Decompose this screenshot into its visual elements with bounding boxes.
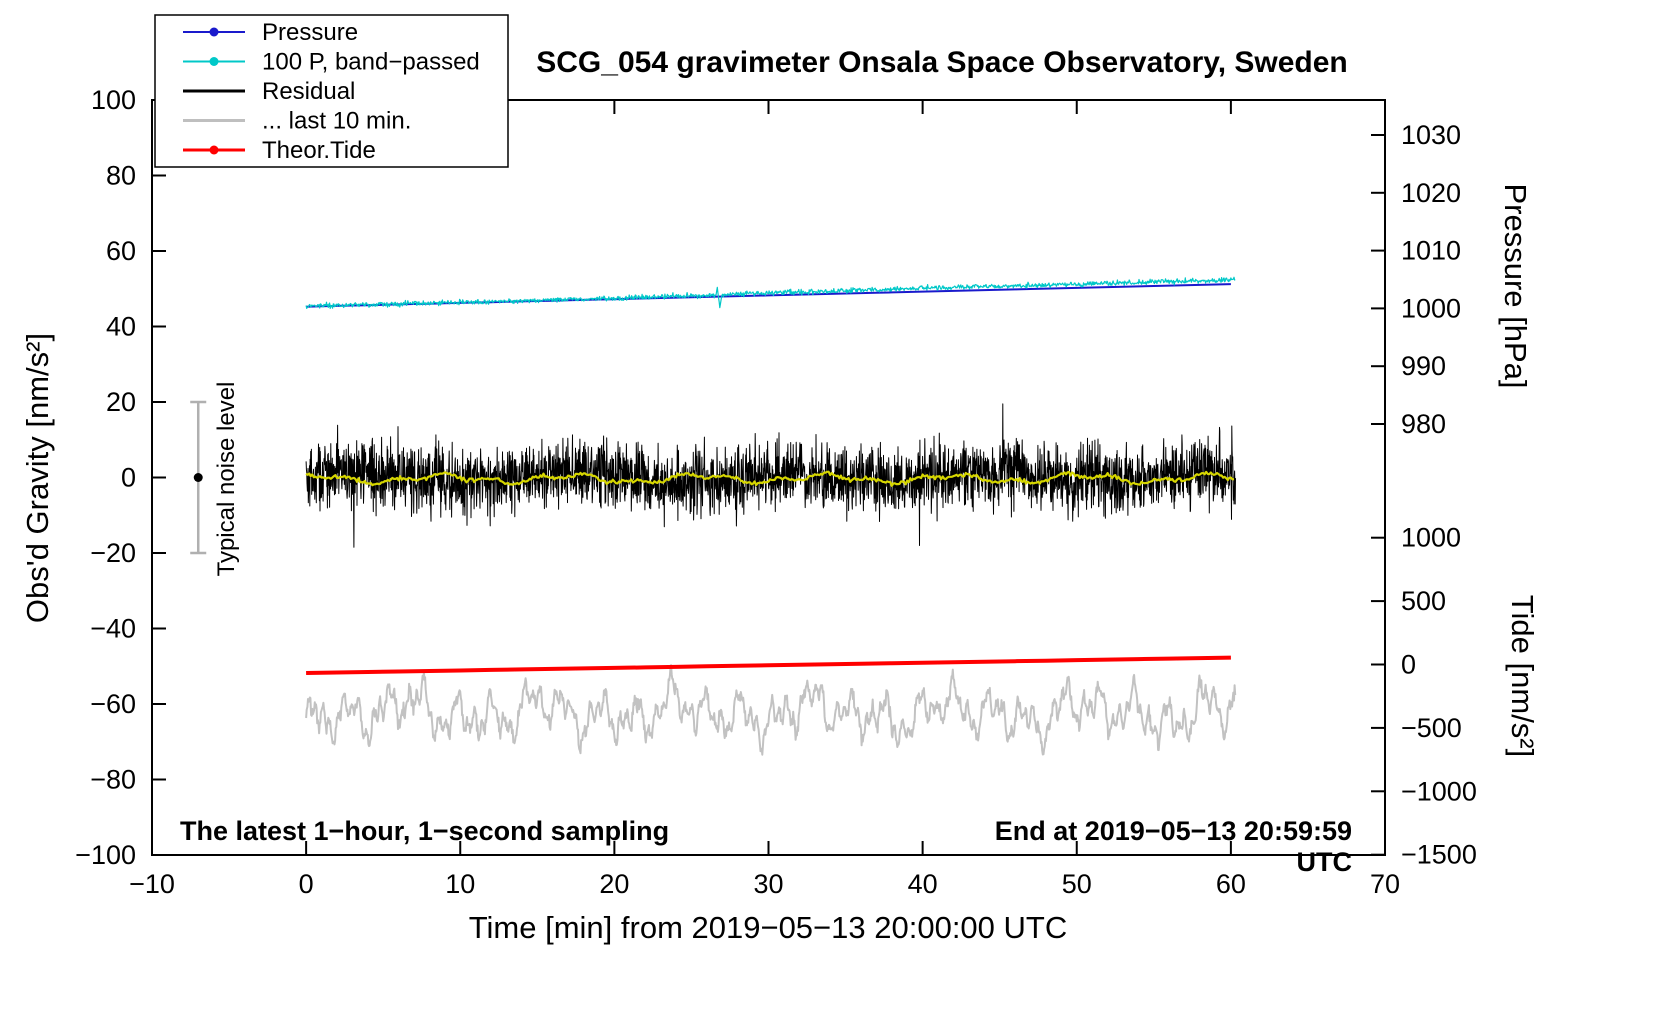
gravity-tick-label: −100 xyxy=(75,840,136,870)
pressure-tick-label: 980 xyxy=(1401,409,1446,439)
gravity-axis-label: Obs'd Gravity [nm/s²] xyxy=(20,332,55,624)
noise-level-errorbar xyxy=(190,400,207,555)
x-axis-label: Time [min] from 2019−05−13 20:00:00 UTC xyxy=(468,910,1068,945)
x-tick-label: 60 xyxy=(1216,869,1246,899)
gravity-tick-label: −40 xyxy=(90,614,136,644)
legend-label: ... last 10 min. xyxy=(262,108,411,135)
legend-marker-dot xyxy=(209,27,219,37)
pressure-tick-label: 1030 xyxy=(1401,120,1461,150)
pressure-tick-label: 1010 xyxy=(1401,236,1461,266)
legend-label: Pressure xyxy=(262,19,358,46)
legend-label: Theor.Tide xyxy=(262,137,376,164)
legend-marker-dot xyxy=(209,57,219,66)
pressure-tick-label: 990 xyxy=(1401,351,1446,381)
x-tick-label: 50 xyxy=(1062,869,1092,899)
x-tick-label: 10 xyxy=(445,869,475,899)
sampling-annotation: The latest 1−hour, 1−second sampling xyxy=(180,816,670,846)
chart-title: SCG_054 gravimeter Onsala Space Observat… xyxy=(536,46,1348,79)
pressure-tick-label: 1000 xyxy=(1401,293,1461,323)
series-pressure-line xyxy=(306,283,1231,308)
end-time-annotation: End at 2019−05−13 20:59:59 UTC xyxy=(994,816,1352,877)
series-bandpassed-pressure-line xyxy=(305,276,1236,309)
tide-tick-label: −1000 xyxy=(1401,776,1477,806)
pressure-tick-label: 1020 xyxy=(1401,178,1461,208)
series-theor-tide-line xyxy=(306,655,1231,675)
tide-tick-label: 500 xyxy=(1401,586,1446,616)
noise-level-dot xyxy=(193,473,203,482)
x-tick-label: −10 xyxy=(129,869,175,899)
gravity-tick-label: −80 xyxy=(90,765,136,795)
tide-tick-label: 0 xyxy=(1401,650,1416,680)
gravity-tick-label: 20 xyxy=(106,387,136,417)
gravity-tick-label: 100 xyxy=(91,85,136,115)
gravity-tick-label: 0 xyxy=(121,463,136,493)
pressure-axis-label: Pressure [hPa] xyxy=(1498,183,1533,389)
series-residual-smoothed-line xyxy=(305,470,1235,487)
legend-marker-dot xyxy=(209,145,219,155)
series-residual-line xyxy=(305,403,1236,548)
legend-label: 100 P, band−passed xyxy=(262,49,480,76)
tide-axis-label: Tide [nm/s²] xyxy=(1505,594,1540,758)
gravity-tick-label: 80 xyxy=(106,161,136,191)
x-tick-label: 30 xyxy=(753,869,783,899)
tide-tick-label: −1500 xyxy=(1401,840,1477,870)
gravity-tick-label: −20 xyxy=(90,538,136,568)
x-tick-label: 0 xyxy=(299,869,314,899)
gravity-tick-label: 60 xyxy=(106,236,136,266)
series-last-10-min-line xyxy=(305,664,1237,756)
tide-tick-label: −500 xyxy=(1401,713,1462,743)
legend-label: Residual xyxy=(262,78,355,105)
tide-tick-label: 1000 xyxy=(1401,523,1461,553)
x-tick-label: 40 xyxy=(908,869,938,899)
noise-level-label: Typical noise level xyxy=(213,381,240,577)
x-tick-label: 20 xyxy=(599,869,629,899)
x-tick-label: 70 xyxy=(1370,869,1400,899)
gravity-tick-label: −60 xyxy=(90,689,136,719)
gravity-tick-label: 40 xyxy=(106,312,136,342)
